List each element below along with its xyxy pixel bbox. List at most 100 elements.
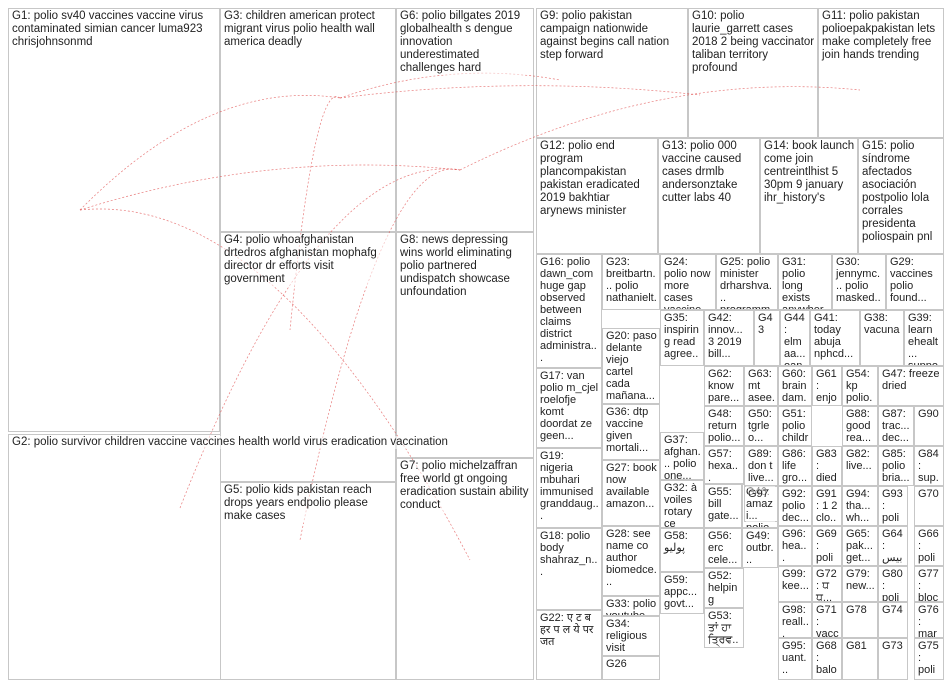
group-label: G9: polio pakistan campaign nationwide a… — [540, 10, 685, 62]
group-label: G60: brain dam... — [782, 368, 809, 405]
group-g83: G83: died dec... — [812, 446, 842, 486]
group-label: G88: good rea... — [846, 408, 875, 444]
group-label: G62: know pare... — [708, 368, 741, 404]
group-g70: G70 — [914, 486, 944, 526]
group-g4: G4: polio whoafghanistan drtedros afghan… — [220, 232, 396, 482]
group-g15: G15: polio síndrome afectados asociación… — [858, 138, 944, 254]
group-label: G35: inspiring read agree... — [664, 312, 701, 365]
group-label: G48: return polio... — [708, 408, 741, 444]
group-label: G7: polio michelzaffran free world gt on… — [400, 460, 532, 512]
group-g47: G47: freeze dried — [878, 366, 944, 406]
group-label: G71: vacc... — [816, 604, 839, 637]
group-label: G6: polio billgates 2019 globalhealth s … — [400, 10, 531, 75]
group-label: G80: polio... — [882, 568, 905, 601]
group-label: G50: tgrleo... — [748, 408, 775, 444]
group-g82: G82: live... — [842, 446, 878, 486]
group-label: G63: mt asee... — [748, 368, 775, 405]
group-g69: G69: polio... — [812, 526, 842, 566]
group-g23: G23: breitbartn... polio nathanielt... m… — [602, 254, 660, 310]
group-g3: G3: children american protect migrant vi… — [220, 8, 396, 232]
group-g14: G14: book launch come join centreintlhis… — [760, 138, 858, 254]
group-label: G84: sup... polio... — [918, 448, 941, 485]
group-g52: G52: helping unicef... — [704, 568, 744, 608]
group-g28: G28: see name co author biomedce... — [602, 526, 660, 596]
group-g73: G73 — [878, 638, 908, 680]
group-label: G13: polio 000 vaccine caused cases drml… — [662, 140, 757, 205]
group-label: G52: helping unicef... — [708, 570, 741, 607]
group-g10: G10: polio laurie_garrett cases 2018 2 b… — [688, 8, 818, 138]
group-g64: G64: بیس جمع — [878, 526, 908, 566]
group-g27: G27: book now available amazon... — [602, 460, 660, 526]
group-label: G96: hea... — [782, 528, 809, 564]
group-label: G87: trac... dec... — [882, 408, 913, 444]
group-label: G61: enjo... maki... — [816, 368, 839, 405]
group-label: G34: religious visit jiahdis... — [606, 618, 657, 655]
group-label: G28: see name co author biomedce... — [606, 528, 657, 588]
group-g58: G58: پولیو — [660, 528, 704, 572]
group-g94: G94: tha... wh... — [842, 486, 878, 526]
group-label: G12: polio end program plancompakistan p… — [540, 140, 655, 218]
group-label: G24: polio now more cases vaccine... — [664, 256, 713, 309]
group-label: G85: polio bria... — [882, 448, 911, 484]
group-g87: G87: trac... dec... — [878, 406, 914, 446]
group-g99: G99: kee... — [778, 566, 812, 602]
group-g96: G96: hea... — [778, 526, 812, 566]
group-g60: G60: brain dam... — [778, 366, 812, 406]
group-label: G95: uant... — [782, 640, 809, 676]
group-label: G1: polio sv40 vaccines vaccine virus co… — [12, 10, 217, 49]
group-label: G55: bill gate... — [708, 486, 739, 522]
group-g57: G57: hexa... vacci... — [704, 446, 744, 484]
group-g13: G13: polio 000 vaccine caused cases drml… — [658, 138, 760, 254]
group-g80: G80: polio... — [878, 566, 908, 602]
group-g51: G51: polio childr... — [778, 406, 812, 446]
group-g7: G7: polio michelzaffran free world gt on… — [396, 458, 534, 680]
group-label: G74 — [882, 604, 905, 616]
group-label: G14: book launch come join centreintlhis… — [764, 140, 858, 205]
group-label: G41: today abuja nphcd... — [814, 312, 857, 360]
group-g79: G79: new... — [842, 566, 878, 602]
group-label: G93: polio — [882, 488, 905, 525]
group-g54: G54: kp polio... — [842, 366, 878, 406]
group-g39: G39: learn ehealt... suppo... — [904, 310, 944, 366]
group-label: G79: new... — [846, 568, 875, 592]
group-label: G77: block — [918, 568, 941, 601]
group-g16: G16: polio dawn_com huge gap observed be… — [536, 254, 602, 368]
group-label: G19: nigeria mbuhari immunised granddaug… — [540, 450, 599, 522]
group-label: G23: breitbartn... polio nathanielt... m… — [606, 256, 657, 309]
group-g74: G74 — [878, 602, 908, 638]
group-label: G11: polio pakistan polioepakpakistan le… — [822, 10, 941, 62]
group-g11: G11: polio pakistan polioepakpakistan le… — [818, 8, 944, 138]
group-g53: G53: ਤਾਂ ਹਾ ਤ੍ਰਿਵ... — [704, 608, 744, 648]
group-g81: G81 — [842, 638, 878, 680]
group-g49: G49: outbr... year... — [742, 528, 778, 568]
group-label: G99: kee... — [782, 568, 809, 592]
group-label: G33: polio youtube last... — [606, 598, 657, 615]
group-label: G31: polio long exists anywher... — [782, 256, 829, 309]
group-g92: G92: polio dec... — [778, 486, 812, 526]
group-g29: G29: vaccines polio found... — [886, 254, 944, 310]
group-g33: G33: polio youtube last... — [602, 596, 660, 616]
group-g20: G20: paso delante viejo cartel cada maña… — [602, 328, 660, 404]
group-g12: G12: polio end program plancompakistan p… — [536, 138, 658, 254]
group-g44: G44: elmaa... oann kind... — [780, 310, 810, 366]
group-label: G78 — [846, 604, 875, 616]
group-g55: G55: bill gate... — [704, 484, 742, 528]
group-g62: G62: know pare... — [704, 366, 744, 406]
group-g1: G1: polio sv40 vaccines vaccine virus co… — [8, 8, 220, 432]
group-g95: G95: uant... — [778, 638, 812, 680]
group-g88: G88: good rea... — [842, 406, 878, 446]
group-g76: G76: marc... — [914, 602, 944, 638]
group-g37: G37: afghan... polio one... — [660, 432, 704, 480]
group-label: G51: polio childr... — [782, 408, 809, 445]
group-g91: G91: 1 2 clo... — [812, 486, 842, 526]
group-g56: G56: erc cele... — [704, 528, 742, 568]
group-g66: G66: poliopolio — [914, 526, 944, 566]
group-g63: G63: mt asee... — [744, 366, 778, 406]
group-label: G38: vacuna — [864, 312, 901, 336]
group-label: G82: live... — [846, 448, 875, 472]
group-g78: G78 — [842, 602, 878, 638]
group-g59: G59: appc... govt... — [660, 572, 704, 614]
group-label: G3: children american protect migrant vi… — [224, 10, 393, 49]
group-label: G76: marc... — [918, 604, 941, 637]
group-g61: G61: enjo... maki... — [812, 366, 842, 406]
